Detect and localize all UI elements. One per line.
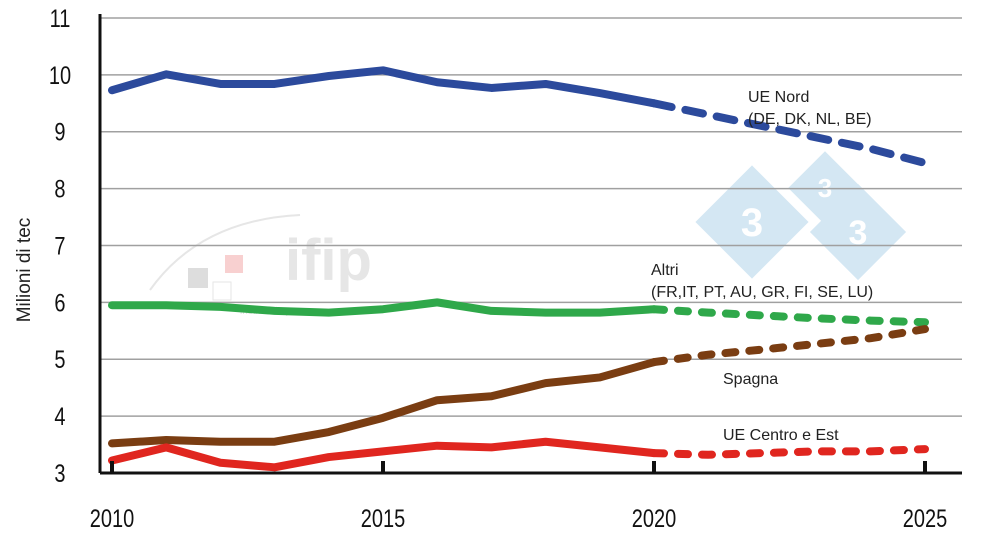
x-tick-label: 2015	[361, 505, 405, 533]
x-tick-label: 2020	[632, 505, 676, 533]
series-forecast-altri	[650, 305, 929, 327]
series-label-sub: (DE, DK, NL, BE)	[748, 111, 872, 128]
series-line-spagna	[108, 358, 658, 448]
y-tick-label: 3	[54, 460, 65, 488]
series-line-altri	[108, 298, 658, 317]
y-tick-label: 4	[54, 403, 65, 431]
gridlines	[100, 17, 962, 417]
y-tick-label: 11	[50, 5, 71, 33]
watermark-logo-text: ifip	[285, 228, 372, 293]
series-forecast-ue-nord	[650, 99, 929, 168]
watermark-diamond-digit: 3	[741, 201, 763, 245]
x-tick-label: 2025	[903, 505, 947, 533]
series-label: Altri	[651, 262, 679, 279]
series-forecast-spagna	[650, 325, 929, 367]
axes: 3 4 5 6 7 8 9 10 11 2010 2015 2020 2025	[49, 5, 962, 533]
watermark-arc	[149, 214, 301, 291]
y-tick-label: 5	[54, 346, 65, 374]
watermark-diamond	[809, 183, 907, 281]
watermark-square-grey	[188, 268, 208, 288]
series-label: Spagna	[723, 371, 778, 388]
watermark-diamond-digit: 3	[849, 214, 868, 252]
x-tick-label: 2010	[90, 505, 134, 533]
y-tick-label: 7	[54, 232, 65, 260]
series-forecast-ue-centro-e-est	[650, 445, 929, 459]
watermark-square-red	[225, 255, 243, 273]
series-lines	[108, 66, 929, 472]
series-label: UE Nord	[748, 89, 809, 106]
y-tick-label: 6	[54, 289, 65, 317]
y-axis-label: Milioni di tec	[14, 218, 35, 323]
series-labels: UE Nord (DE, DK, NL, BE) Altri (FR,IT, PT, …	[651, 89, 873, 444]
y-tick-label: 8	[54, 176, 65, 204]
series-label-sub: (FR,IT, PT, AU, GR, FI, SE, LU)	[651, 284, 873, 301]
series-label: UE Centro e Est	[723, 427, 839, 444]
y-tick-label: 9	[54, 119, 65, 147]
y-tick-label: 10	[49, 62, 71, 90]
watermark-square-outline	[212, 281, 232, 301]
